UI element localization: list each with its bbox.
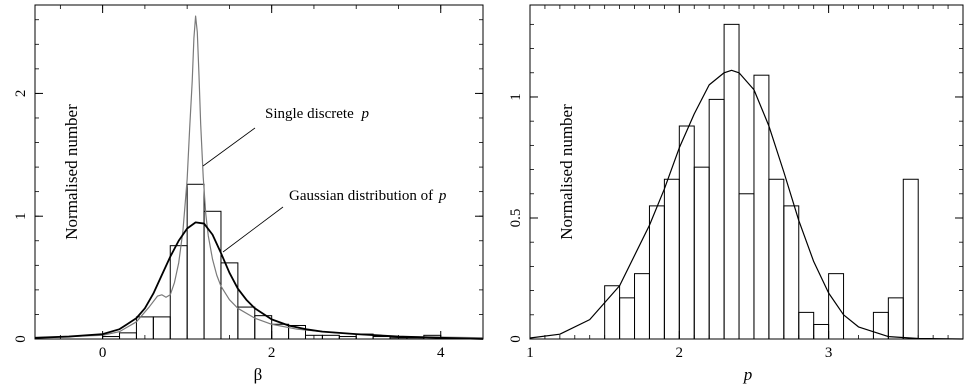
right-hist-bar [723,23,740,340]
right-series-line-1 [529,69,964,340]
annotation-gaussian-var: p [438,188,447,204]
panel-right-p: 1 2 3 0 0.5 1 Normalised number p [508,4,964,384]
annotation-single-discrete-var: p [360,106,369,122]
annotation-single-discrete-text: Single discrete [265,106,357,122]
right-hist-bar [798,311,815,340]
left-y-tick-label: 2 [13,90,29,98]
right-hist-bar [828,273,845,340]
right-hist-bar [708,98,725,340]
left-hist-bar [237,306,256,340]
left-hist-bar [152,316,171,340]
right-x-tick-label: 1 [526,345,534,361]
ticks-right: 1 2 3 0 0.5 1 [508,5,964,361]
plot-frame-right [529,4,964,340]
right-hist-bar [753,74,770,340]
left-hist-bar [186,183,205,340]
left-x-tick-label: 0 [99,345,107,361]
right-hist-bar [648,205,665,340]
left-y-tick-label: 1 [13,212,29,220]
histogram-right [604,23,919,340]
left-y-tick-label: 0 [13,335,29,343]
y-axis-label-right: Normalised number [557,104,576,240]
left-hist-bar [203,210,222,340]
annotation-leader-single [202,127,256,167]
right-hist-bar [619,297,636,340]
right-hist-bar [813,323,830,340]
x-axis-label-left: β [254,365,263,384]
left-series-line-1 [34,15,484,339]
x-axis-label-right: p [743,365,753,384]
right-hist-bar [634,273,650,340]
left-hist-bar [119,332,137,340]
left-hist-bar [102,336,121,340]
right-hist-bar [693,166,710,340]
right-hist-bar [872,311,889,340]
left-series-line-2 [34,221,484,340]
curves-right [529,69,964,340]
curves-left [34,15,484,340]
annotation-leader-gaussian [222,206,284,253]
left-x-tick-label: 4 [437,345,445,361]
panel-left-beta: 0 2 4 0 1 2 Normalised number β Single discre… [13,4,484,384]
annotation-gaussian-text: Gaussian distribution of [289,188,437,204]
y-axis-label-left: Normalised number [62,104,81,240]
annotation-gaussian: Gaussian distribution of p [289,188,447,204]
right-x-tick-label: 2 [676,345,684,361]
right-hist-bar [738,193,755,340]
ticks-left: 0 2 4 0 1 2 [13,5,484,361]
right-hist-bar [902,178,919,340]
right-hist-bar [768,178,785,340]
right-hist-bar [887,297,904,340]
left-x-tick-label: 2 [268,345,276,361]
right-y-tick-label: 1 [508,93,524,101]
plot-frame-left [34,4,484,340]
left-hist-bar [338,336,357,340]
right-y-tick-label: 0 [508,335,524,343]
right-y-tick-label: 0.5 [508,209,524,228]
histogram-left [102,183,442,340]
right-x-tick-label: 3 [825,345,833,361]
left-hist-bar [372,336,391,340]
right-hist-bar [663,178,680,340]
left-hist-bar [288,324,306,340]
annotation-single-discrete: Single discrete p [265,106,369,122]
left-hist-bar [321,334,340,340]
right-hist-bar [783,205,800,340]
right-hist-bar [678,125,695,340]
